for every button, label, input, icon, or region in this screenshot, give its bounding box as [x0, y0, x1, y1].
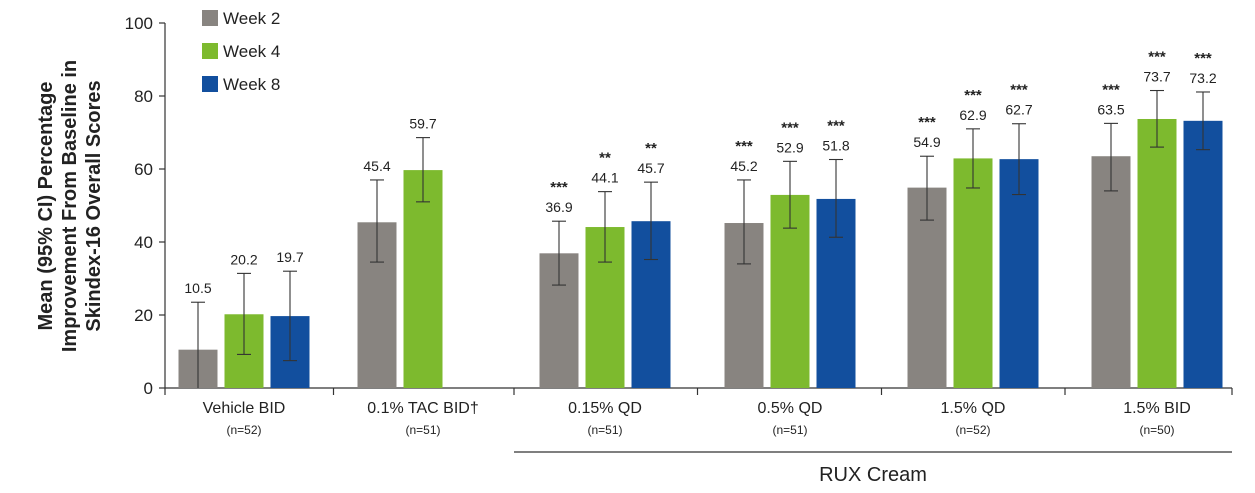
significance-marker: ***: [1148, 49, 1166, 66]
data-label: 73.2: [1189, 70, 1216, 86]
bars: 10.5 45.4 36.9 *** 45.2 *** 54.9 *** 63.5 *** 20.2…: [178, 49, 1223, 389]
significance-marker: ***: [1010, 82, 1028, 99]
x-category-label: 1.5% QD: [941, 400, 1006, 417]
legend-label: Week 4: [223, 42, 280, 61]
data-label: 45.4: [363, 158, 390, 174]
bar: [1137, 118, 1177, 389]
x-category-label: 0.1% TAC BID†: [367, 400, 478, 417]
legend: Week 2 Week 4 Week 8: [202, 9, 280, 94]
y-tick-label: 80: [134, 87, 153, 106]
y-tick-label: 100: [125, 14, 153, 33]
data-label: 20.2: [230, 251, 257, 267]
significance-marker: ***: [781, 119, 799, 136]
x-category-label: 1.5% BID: [1123, 400, 1191, 417]
legend-label: Week 2: [223, 9, 280, 28]
x-category-n: (n=51): [772, 423, 807, 437]
y-axis-title-line: Mean (95% CI) Percentage: [35, 82, 57, 331]
data-label: 62.9: [959, 107, 986, 123]
y-axis-title: Mean (95% CI) Percentage Improvement From…: [35, 60, 105, 352]
data-label: 73.7: [1143, 69, 1170, 85]
x-category-n: (n=51): [587, 423, 622, 437]
data-label: 44.1: [591, 170, 618, 186]
significance-marker: ***: [964, 87, 982, 104]
significance-marker: ***: [1102, 81, 1120, 98]
significance-marker: ***: [918, 114, 936, 131]
y-tick-label: 40: [134, 233, 153, 252]
y-tick-label: 0: [144, 379, 153, 398]
x-category-n: (n=50): [1139, 423, 1174, 437]
y-tick-label: 20: [134, 306, 153, 325]
data-label: 59.7: [409, 116, 436, 132]
data-label: 54.9: [913, 134, 940, 150]
bar: [999, 159, 1039, 388]
data-label: 63.5: [1097, 101, 1124, 117]
significance-marker: ***: [1194, 50, 1212, 67]
group-label: RUX Cream: [819, 464, 927, 486]
y-axis-title-line: Skindex-16 Overall Scores: [83, 80, 105, 331]
significance-marker: ***: [550, 179, 568, 196]
data-label: 45.2: [730, 158, 757, 174]
significance-marker: **: [599, 150, 611, 167]
data-label: 45.7: [637, 160, 664, 176]
x-category-n: (n=52): [226, 423, 261, 437]
x-category-label: 0.5% QD: [758, 400, 823, 417]
x-category-n: (n=52): [955, 423, 990, 437]
legend-swatch: [202, 10, 218, 26]
bar: [953, 158, 993, 388]
axes: 0 20 40 60 80 100: [125, 14, 1233, 398]
y-tick-label: 60: [134, 160, 153, 179]
significance-marker: ***: [735, 138, 753, 155]
data-label: 52.9: [776, 139, 803, 155]
significance-marker: **: [645, 140, 657, 157]
data-label: 51.8: [822, 138, 849, 154]
category-labels: Vehicle BID (n=52) 0.1% TAC BID† (n=51) 0.15…: [203, 400, 1191, 437]
legend-label: Week 8: [223, 75, 280, 94]
data-label: 19.7: [276, 249, 303, 265]
data-label: 36.9: [545, 199, 572, 215]
significance-marker: ***: [827, 118, 845, 135]
data-label: 10.5: [184, 280, 211, 296]
legend-swatch: [202, 43, 218, 59]
data-label: 62.7: [1005, 102, 1032, 118]
x-category-label: Vehicle BID: [203, 400, 286, 417]
bar: [1183, 120, 1223, 388]
bar: [1091, 156, 1131, 388]
legend-swatch: [202, 76, 218, 92]
x-category-n: (n=51): [405, 423, 440, 437]
x-category-label: 0.15% QD: [568, 400, 642, 417]
bar: [907, 187, 947, 388]
group-annotation: RUX Cream: [514, 451, 1232, 486]
bar: [403, 170, 443, 388]
y-axis-title-line: Improvement From Baseline in: [59, 60, 81, 352]
